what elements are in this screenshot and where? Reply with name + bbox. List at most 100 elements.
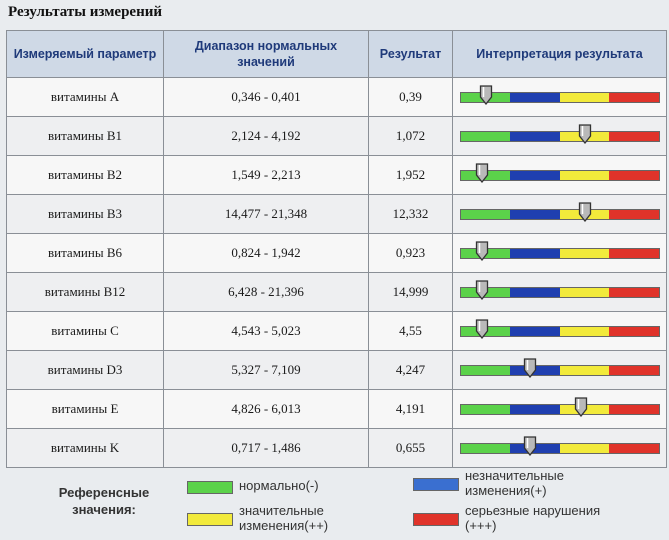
header-interpretation: Интерпретация результата	[452, 30, 667, 78]
interpretation-scale	[459, 435, 660, 456]
scale-segment	[609, 443, 659, 453]
interpretation-scale	[459, 84, 660, 105]
legend-item-significant: значительные изменения(++)	[187, 503, 387, 533]
range-cell: 6,428 - 21,396	[163, 272, 369, 312]
interpretation-cell	[452, 272, 667, 312]
marker-pointer-icon	[523, 357, 536, 378]
scale-segment	[460, 404, 510, 414]
range-cell: 1,549 - 2,213	[163, 155, 369, 195]
table-header-row: Измеряемый параметр Диапазон нормальных …	[6, 30, 667, 78]
parameter-cell: витамины B2	[6, 155, 164, 195]
marker-pointer-icon	[579, 123, 592, 144]
interpretation-cell	[452, 350, 667, 390]
scale-segment	[510, 92, 560, 102]
interpretation-scale	[459, 201, 660, 222]
table-row: витамины B3 14,477 - 21,348 12,332	[6, 194, 667, 234]
parameter-cell: витамины B12	[6, 272, 164, 312]
results-table: Измеряемый параметр Диапазон нормальных …	[6, 30, 667, 468]
legend-item-severe: серьезные нарушения (+++)	[413, 503, 663, 533]
interpretation-cell	[452, 155, 667, 195]
range-cell: 2,124 - 4,192	[163, 116, 369, 156]
result-cell: 0,923	[368, 233, 453, 273]
interpretation-cell	[452, 233, 667, 273]
scale-segment	[559, 170, 609, 180]
legend-swatch-yellow	[187, 513, 233, 526]
legend-swatch-red	[413, 513, 459, 526]
parameter-cell: витамины B3	[6, 194, 164, 234]
scale-segment	[510, 404, 560, 414]
interpretation-cell	[452, 77, 667, 117]
marker-pointer-icon	[579, 201, 592, 222]
legend-label: серьезные нарушения (+++)	[465, 503, 601, 533]
interpretation-scale	[459, 318, 660, 339]
scale-segment	[460, 131, 510, 141]
table-row: витамины C 4,543 - 5,023 4,55	[6, 311, 667, 351]
parameter-cell: витамины A	[6, 77, 164, 117]
legend-label: нормально(-)	[239, 478, 319, 493]
scale-segment	[609, 131, 659, 141]
legend-label: значительные изменения(++)	[239, 503, 329, 533]
scale-segment	[609, 287, 659, 297]
interpretation-cell	[452, 311, 667, 351]
scale-segment	[460, 209, 510, 219]
marker-pointer-icon	[476, 162, 489, 183]
result-cell: 0,39	[368, 77, 453, 117]
legend-item-minor: незначительные изменения(+)	[413, 468, 613, 498]
scale-segment	[609, 365, 659, 375]
marker-pointer-icon	[476, 240, 489, 261]
scale-segment	[559, 443, 609, 453]
result-cell: 4,55	[368, 311, 453, 351]
range-cell: 14,477 - 21,348	[163, 194, 369, 234]
parameter-cell: витамины E	[6, 389, 164, 429]
scale-segment	[559, 92, 609, 102]
parameter-cell: витамины K	[6, 428, 164, 468]
result-cell: 4,191	[368, 389, 453, 429]
result-cell: 1,072	[368, 116, 453, 156]
result-cell: 0,655	[368, 428, 453, 468]
marker-pointer-icon	[476, 279, 489, 300]
range-cell: 5,327 - 7,109	[163, 350, 369, 390]
interpretation-scale	[459, 279, 660, 300]
interpretation-cell	[452, 389, 667, 429]
range-cell: 0,824 - 1,942	[163, 233, 369, 273]
interpretation-cell	[452, 428, 667, 468]
range-cell: 0,717 - 1,486	[163, 428, 369, 468]
parameter-cell: витамины C	[6, 311, 164, 351]
parameter-cell: витамины B6	[6, 233, 164, 273]
table-row: витамины B12 6,428 - 21,396 14,999	[6, 272, 667, 312]
legend-label: незначительные изменения(+)	[465, 468, 564, 498]
header-normal-range: Диапазон нормальных значений	[163, 30, 369, 78]
table-row: витамины B1 2,124 - 4,192 1,072	[6, 116, 667, 156]
result-cell: 14,999	[368, 272, 453, 312]
range-cell: 0,346 - 0,401	[163, 77, 369, 117]
result-cell: 4,247	[368, 350, 453, 390]
header-result: Результат	[368, 30, 453, 78]
interpretation-scale	[459, 123, 660, 144]
range-cell: 4,543 - 5,023	[163, 311, 369, 351]
result-cell: 12,332	[368, 194, 453, 234]
header-parameter: Измеряемый параметр	[6, 30, 164, 78]
interpretation-scale	[459, 240, 660, 261]
marker-pointer-icon	[523, 435, 536, 456]
table-row: витамины D3 5,327 - 7,109 4,247	[6, 350, 667, 390]
scale-segment	[609, 248, 659, 258]
result-cell: 1,952	[368, 155, 453, 195]
scale-segment	[460, 443, 510, 453]
parameter-cell: витамины D3	[6, 350, 164, 390]
table-row: витамины E 4,826 - 6,013 4,191	[6, 389, 667, 429]
scale-segment	[510, 131, 560, 141]
scale-segment	[510, 170, 560, 180]
marker-pointer-icon	[575, 396, 588, 417]
table-row: витамины K 0,717 - 1,486 0,655	[6, 428, 667, 468]
scale-segment	[510, 287, 560, 297]
page-title: Результаты измерений	[8, 4, 162, 20]
range-cell: 4,826 - 6,013	[163, 389, 369, 429]
marker-pointer-icon	[480, 84, 493, 105]
scale-segment	[559, 365, 609, 375]
parameter-cell: витамины B1	[6, 116, 164, 156]
scale-segment	[609, 209, 659, 219]
scale-segment	[609, 326, 659, 336]
table-row: витамины B6 0,824 - 1,942 0,923	[6, 233, 667, 273]
scale-segment	[510, 209, 560, 219]
legend-item-normal: нормально(-)	[187, 478, 319, 494]
